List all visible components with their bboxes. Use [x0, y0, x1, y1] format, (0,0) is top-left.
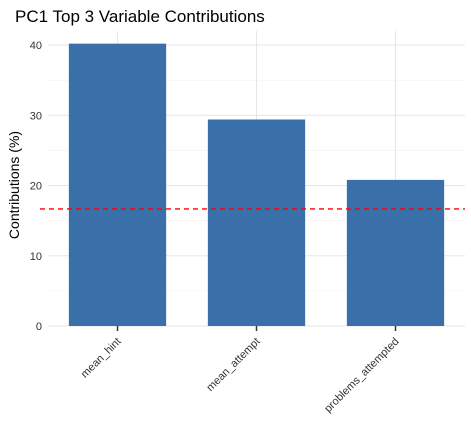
y-axis: 0 10 20 30 40 [30, 40, 42, 333]
y-tick-label: 20 [30, 181, 42, 193]
x-tick-label: mean_attempt [204, 336, 262, 394]
chart-title: PC1 Top 3 Variable Contributions [15, 7, 265, 26]
bar-mean-attempt [207, 119, 306, 326]
y-tick-label: 0 [36, 321, 42, 333]
x-tick-label: mean_hint [79, 336, 124, 381]
bar-problems-attempted [346, 179, 445, 326]
x-axis: mean_hint mean_attempt problems_attempted [79, 326, 402, 415]
y-tick-label: 30 [30, 110, 42, 122]
bar-mean-hint [68, 43, 167, 327]
bars [68, 43, 445, 327]
x-tick-label: problems_attempted [322, 336, 401, 415]
y-axis-label: Contributions (%) [6, 131, 22, 239]
y-tick-label: 40 [30, 40, 42, 52]
y-tick-label: 10 [30, 251, 42, 263]
